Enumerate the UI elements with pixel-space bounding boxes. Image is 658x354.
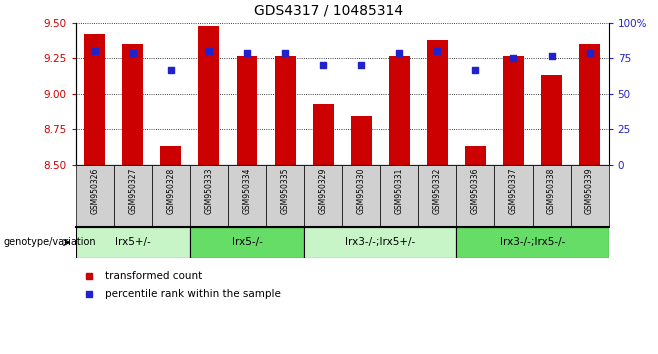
- Bar: [76, 227, 190, 258]
- Text: GSM950333: GSM950333: [205, 168, 213, 214]
- Bar: [190, 165, 228, 227]
- Point: [280, 50, 290, 56]
- Text: genotype/variation: genotype/variation: [3, 238, 96, 247]
- Bar: [304, 165, 342, 227]
- Text: lrx3-/-;lrx5-/-: lrx3-/-;lrx5-/-: [500, 238, 565, 247]
- Bar: [199, 26, 219, 165]
- Text: GSM950335: GSM950335: [280, 168, 290, 214]
- Bar: [579, 44, 600, 165]
- Point: [89, 48, 100, 54]
- Text: lrx3-/-;lrx5+/-: lrx3-/-;lrx5+/-: [345, 238, 415, 247]
- Point: [241, 50, 252, 56]
- Point: [546, 53, 557, 58]
- Bar: [84, 34, 105, 165]
- Text: GSM950338: GSM950338: [547, 168, 556, 214]
- Bar: [190, 227, 304, 258]
- Point: [318, 63, 328, 68]
- Text: GSM950330: GSM950330: [357, 168, 366, 214]
- Bar: [342, 165, 380, 227]
- Point: [470, 67, 480, 73]
- Text: GDS4317 / 10485314: GDS4317 / 10485314: [255, 4, 403, 18]
- Bar: [161, 146, 182, 165]
- Bar: [76, 165, 114, 227]
- Point: [356, 63, 367, 68]
- Point: [128, 50, 138, 56]
- Text: GSM950326: GSM950326: [90, 168, 99, 214]
- Bar: [457, 165, 494, 227]
- Bar: [351, 116, 372, 165]
- Text: GSM950328: GSM950328: [166, 168, 175, 214]
- Bar: [570, 165, 609, 227]
- Text: lrx5-/-: lrx5-/-: [232, 238, 263, 247]
- Bar: [152, 165, 190, 227]
- Point: [584, 50, 595, 56]
- Bar: [457, 227, 609, 258]
- Bar: [122, 44, 143, 165]
- Bar: [494, 165, 532, 227]
- Text: GSM950339: GSM950339: [585, 168, 594, 214]
- Bar: [541, 75, 562, 165]
- Text: GSM950334: GSM950334: [243, 168, 251, 214]
- Bar: [380, 165, 418, 227]
- Bar: [503, 56, 524, 165]
- Bar: [465, 146, 486, 165]
- Bar: [532, 165, 570, 227]
- Bar: [236, 56, 257, 165]
- Bar: [313, 104, 334, 165]
- Bar: [228, 165, 266, 227]
- Text: GSM950329: GSM950329: [318, 168, 328, 214]
- Text: GSM950337: GSM950337: [509, 168, 518, 214]
- Text: transformed count: transformed count: [105, 271, 203, 281]
- Point: [394, 50, 405, 56]
- Bar: [114, 165, 152, 227]
- Point: [204, 48, 215, 54]
- Point: [432, 48, 443, 54]
- Text: GSM950327: GSM950327: [128, 168, 138, 214]
- Bar: [274, 56, 295, 165]
- Text: GSM950332: GSM950332: [433, 168, 442, 214]
- Bar: [266, 165, 304, 227]
- Text: GSM950336: GSM950336: [471, 168, 480, 214]
- Bar: [418, 165, 457, 227]
- Bar: [389, 56, 410, 165]
- Text: lrx5+/-: lrx5+/-: [115, 238, 151, 247]
- Point: [508, 56, 519, 61]
- Bar: [427, 40, 448, 165]
- Text: percentile rank within the sample: percentile rank within the sample: [105, 289, 281, 299]
- Text: GSM950331: GSM950331: [395, 168, 404, 214]
- Bar: [304, 227, 457, 258]
- Point: [166, 67, 176, 73]
